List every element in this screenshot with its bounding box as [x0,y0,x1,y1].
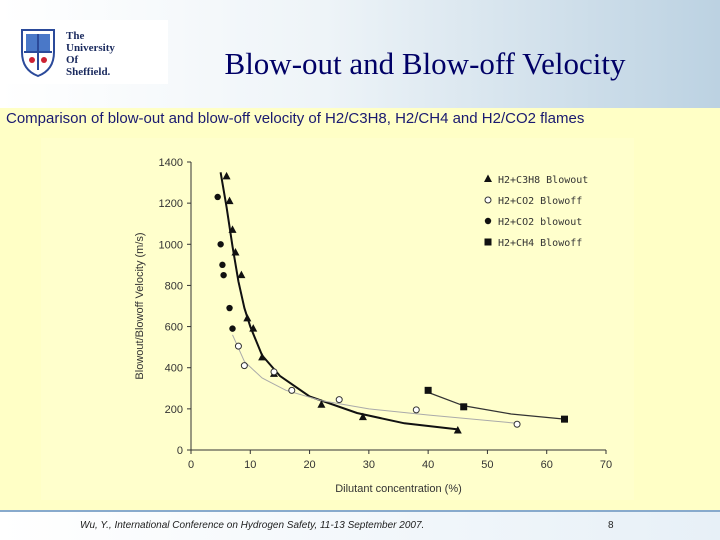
data-point [222,171,231,180]
data-point [220,271,227,279]
slide-title: Blow-out and Blow-off Velocity [224,46,626,81]
data-point [270,368,278,376]
data-point [460,403,468,411]
legend-marker [484,238,492,246]
data-point [240,362,248,370]
data-point [225,196,234,205]
data-point [358,412,367,421]
y-tick-label: 0 [177,445,183,457]
data-point [214,193,221,201]
x-tick-label: 30 [363,459,375,471]
data-point [228,225,237,233]
data-point [226,304,233,312]
x-tick-label: 10 [244,459,256,471]
y-tick-label: 1000 [159,239,183,251]
legend-entry: H2+CO2 blowout [498,217,582,228]
y-tick-label: 200 [165,404,183,416]
footer-divider [0,510,720,512]
fit-curve [427,391,565,420]
y-tick-label: 1400 [159,157,183,169]
legend-marker [484,217,492,225]
y-tick-label: 1200 [159,198,183,210]
chart-panel: 0 200 400 600 800 1000 1200 1400 0 10 20 30 40 50 60 70… [41,138,634,500]
slide-footer: Wu, Y., International Conference on Hydr… [0,512,720,540]
data-point [335,396,343,404]
legend-entry: H2+C3H8 Blowout [498,175,588,186]
data-point [249,324,258,332]
data-point [219,261,226,269]
data-point [424,386,432,394]
x-tick-label: 0 [188,459,194,471]
data-point [229,325,236,332]
x-tick-label: 20 [303,459,315,471]
logo-text: The University Of Sheffield. [66,30,115,78]
university-logo: The University Of Sheffield. [6,20,168,84]
data-point [243,313,252,322]
slide-header: The University Of Sheffield. Blow-out an… [0,0,720,108]
data-point [317,400,326,408]
x-tick-label: 40 [422,459,434,471]
data-point [217,241,224,248]
data-point [231,248,240,256]
y-tick-label: 400 [165,363,183,375]
data-point [513,420,521,428]
fit-curve [232,334,518,424]
x-tick-label: 60 [541,459,553,471]
chart-svg: 0 200 400 600 800 1000 1200 1400 0 10 20 30 40 50 60 70… [134,157,612,495]
data-point [258,352,267,361]
legend-entry: H2+CO2 Blowoff [498,196,582,207]
legend-marker [484,174,492,182]
data-point [234,342,242,350]
slide-subtitle: Comparison of blow-out and blow-off velo… [6,110,585,127]
data-point [288,386,296,394]
x-axis-label: Dilutant concentration (%) [335,483,462,495]
legend-entry: H2+CH4 Blowoff [498,238,582,249]
x-tick-label: 70 [600,459,612,471]
data-point [561,415,568,423]
y-axis-label: Blowout/Blowoff Velocity (m/s) [134,232,146,379]
fit-curve [219,172,458,431]
legend-marker [484,196,492,204]
x-tick-label: 50 [481,459,493,471]
data-point [412,406,420,414]
citation: Wu, Y., International Conference on Hydr… [80,520,425,531]
shield-crest-icon [21,29,55,78]
y-tick-label: 600 [165,322,183,334]
page-number: 8 [608,520,614,531]
y-tick-label: 800 [165,280,183,292]
data-point [453,425,462,434]
data-point [237,270,246,279]
